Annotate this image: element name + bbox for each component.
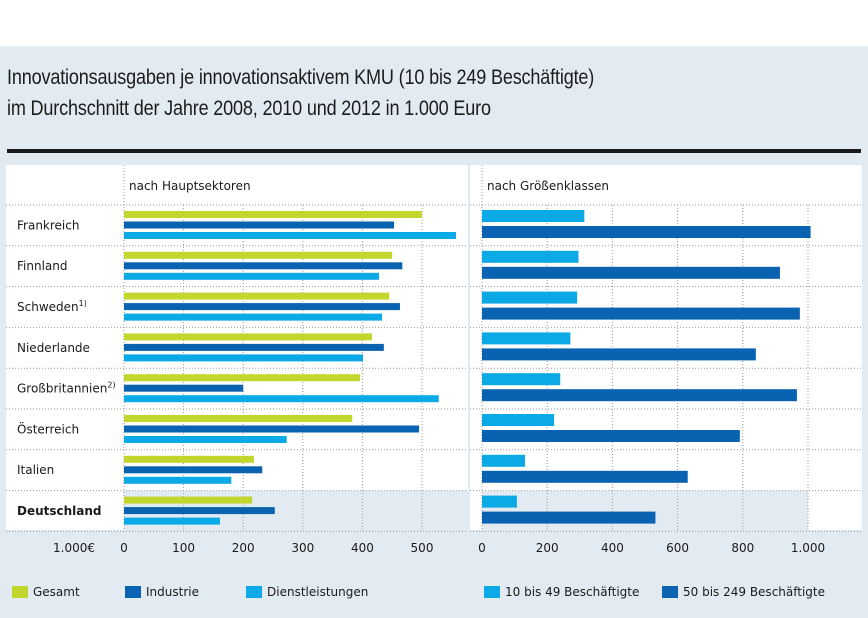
- bar-gesamt-deutschland: [124, 496, 253, 504]
- x-tick-label: 400: [601, 541, 624, 555]
- legend-gesamt: Gesamt: [12, 585, 80, 599]
- bar-gesamt-oesterreich: [124, 415, 353, 422]
- x-axis-unit-label: 1.000€: [53, 541, 95, 555]
- bar-industrie-finnland: [124, 262, 403, 270]
- x-tick-label: 200: [232, 541, 255, 555]
- legend-label-50-249: 50 bis 249 Beschäftigte: [683, 585, 826, 599]
- x-tick-label: 100: [172, 541, 195, 555]
- bar-industrie-schweden: [124, 303, 400, 311]
- bar-industrie-grossbritannien: [124, 384, 244, 392]
- bar-industrie-italien: [124, 466, 263, 474]
- bar-10-bis-49-beschaeftigte-oesterreich: [482, 414, 555, 426]
- bar-industrie-deutschland: [124, 507, 275, 515]
- bar-50-bis-249-beschaeftigte-niederlande: [482, 348, 756, 361]
- x-tick-label: 300: [291, 541, 314, 555]
- legend-10-49: 10 bis 49 Beschäftigte: [484, 585, 639, 599]
- legend-50-249: 50 bis 249 Beschäftigte: [662, 585, 825, 599]
- bar-10-bis-49-beschaeftigte-finnland: [482, 250, 579, 263]
- bar-10-bis-49-beschaeftigte-schweden: [482, 291, 578, 304]
- highlight-row-deutschland: [482, 490, 808, 532]
- panel-title-hauptsektoren: nach Hauptsektoren: [129, 179, 251, 193]
- legend-dienstleistungen: Dienstleistungen: [246, 585, 368, 599]
- legend-label-gesamt: Gesamt: [33, 585, 80, 599]
- panel-title-groessenklassen: nach Größenklassen: [487, 179, 609, 193]
- legend-swatch-10-49: [484, 586, 500, 598]
- footnote-marker: 2): [107, 381, 115, 390]
- category-label-deutschland: Deutschland: [17, 504, 102, 518]
- bar-50-bis-249-beschaeftigte-frankreich: [482, 226, 811, 238]
- bar-dienstleistungen-schweden: [124, 313, 383, 321]
- legend-swatch-50-249: [662, 586, 678, 598]
- x-tick-label: 400: [351, 541, 374, 555]
- bar-industrie-niederlande: [124, 343, 384, 351]
- x-tick-label: 0: [478, 541, 486, 555]
- bar-50-bis-249-beschaeftigte-finnland: [482, 266, 780, 279]
- category-label-schweden: Schweden1): [17, 299, 87, 314]
- x-tick-label: 600: [666, 541, 689, 555]
- bar-50-bis-249-beschaeftigte-italien: [482, 470, 688, 483]
- bar-gesamt-schweden: [124, 292, 390, 300]
- bar-10-bis-49-beschaeftigte-frankreich: [482, 210, 585, 222]
- bar-50-bis-249-beschaeftigte-deutschland: [482, 511, 656, 524]
- x-tick-label: 500: [411, 541, 434, 555]
- category-label-italien: Italien: [17, 463, 54, 477]
- title-divider: [7, 149, 861, 153]
- bar-10-bis-49-beschaeftigte-deutschland: [482, 495, 517, 508]
- chart-title-line1: Innovationsausgaben je innovationsaktive…: [7, 66, 595, 89]
- bar-dienstleistungen-grossbritannien: [124, 395, 439, 403]
- legend-swatch-gesamt: [12, 586, 28, 598]
- bar-gesamt-frankreich: [124, 211, 422, 218]
- category-label-grossbritannien: Großbritannien2): [17, 381, 116, 396]
- x-tick-label: 0: [120, 541, 128, 555]
- bar-gesamt-italien: [124, 455, 254, 463]
- plot-area-groessenklassen: [470, 165, 862, 530]
- bar-industrie-frankreich: [124, 221, 394, 229]
- bar-gesamt-finnland: [124, 251, 393, 259]
- bar-industrie-oesterreich: [124, 425, 420, 433]
- bar-50-bis-249-beschaeftigte-schweden: [482, 307, 800, 320]
- category-label-oesterreich: Österreich: [17, 420, 79, 436]
- footnote-marker: 1): [79, 299, 87, 308]
- bar-gesamt-niederlande: [124, 333, 372, 341]
- bar-dienstleistungen-finnland: [124, 272, 380, 280]
- bar-10-bis-49-beschaeftigte-grossbritannien: [482, 373, 561, 386]
- legend-industrie: Industrie: [125, 585, 199, 599]
- x-tick-label: 200: [536, 541, 559, 555]
- category-label-frankreich: Frankreich: [17, 218, 79, 232]
- legend-label-10-49: 10 bis 49 Beschäftigte: [505, 585, 640, 599]
- chart-title-line2: im Durchschnitt der Jahre 2008, 2010 und…: [7, 97, 491, 120]
- bar-gesamt-grossbritannien: [124, 374, 361, 382]
- bar-50-bis-249-beschaeftigte-grossbritannien: [482, 389, 797, 402]
- legend-label-dienstleistungen: Dienstleistungen: [267, 585, 369, 599]
- bar-10-bis-49-beschaeftigte-niederlande: [482, 332, 571, 345]
- bar-dienstleistungen-niederlande: [124, 354, 363, 362]
- bar-dienstleistungen-frankreich: [124, 232, 456, 239]
- bar-dienstleistungen-deutschland: [124, 517, 220, 525]
- category-label-finnland: Finnland: [17, 259, 67, 273]
- bar-50-bis-249-beschaeftigte-oesterreich: [482, 430, 740, 442]
- x-tick-label: 1.000: [791, 541, 825, 555]
- legend-swatch-industrie: [125, 586, 141, 598]
- category-label-niederlande: Niederlande: [17, 341, 90, 355]
- bar-dienstleistungen-oesterreich: [124, 436, 287, 443]
- legend-swatch-dienstleistungen: [246, 586, 262, 598]
- bar-dienstleistungen-italien: [124, 476, 232, 484]
- x-tick-label: 800: [731, 541, 754, 555]
- bar-10-bis-49-beschaeftigte-italien: [482, 454, 526, 467]
- legend-label-industrie: Industrie: [146, 585, 199, 599]
